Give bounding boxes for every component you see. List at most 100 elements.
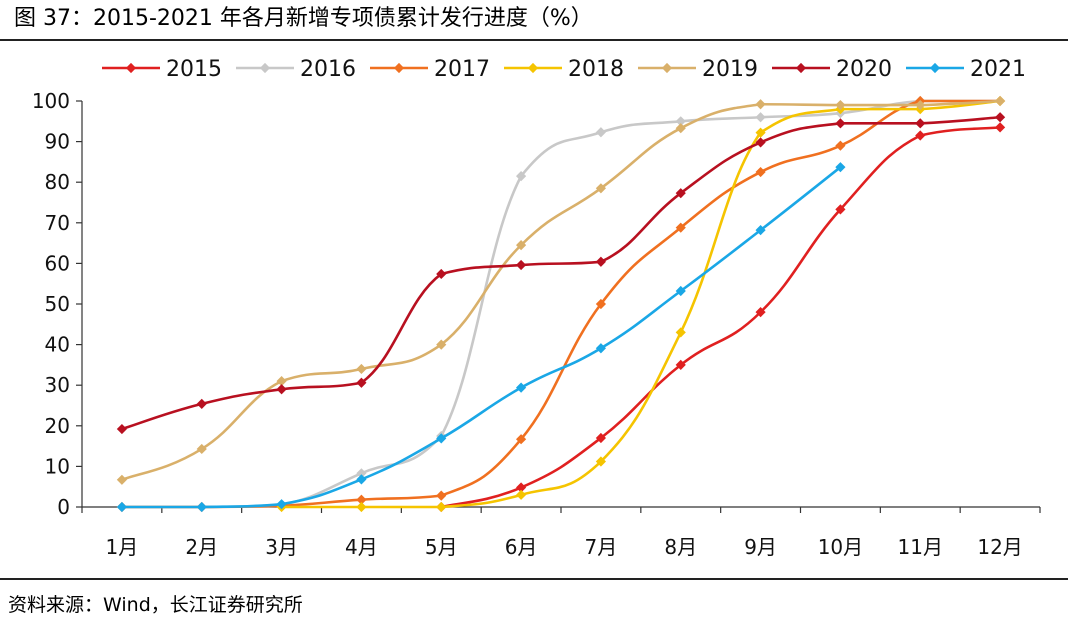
series-2015-point [755, 307, 766, 318]
series-2019-point [196, 443, 207, 455]
y-tick-label: 80 [45, 170, 70, 194]
y-tick-label: 20 [45, 414, 70, 438]
series-2018 [276, 95, 1006, 513]
x-tick-label: 5月 [425, 535, 458, 559]
x-tick-label: 9月 [744, 535, 777, 559]
legend-item-2021: 2021 [906, 57, 1026, 82]
legend-swatch-marker [259, 62, 271, 74]
legend-swatch-marker [661, 62, 673, 74]
legend-item-2015: 2015 [102, 57, 222, 82]
legend-swatch-marker [125, 62, 137, 74]
series-2016 [116, 95, 1006, 513]
series-2016-point [595, 127, 607, 138]
series-2019-point [675, 123, 686, 134]
legend-label: 2019 [702, 57, 758, 82]
x-tick-label: 6月 [505, 535, 538, 559]
series-2021-point [835, 162, 846, 173]
legend-swatch-marker [795, 62, 807, 74]
x-tick-label: 1月 [106, 535, 139, 559]
series-2019-point [276, 376, 287, 387]
series-2016-point [356, 468, 367, 479]
series-2015-point [515, 482, 527, 493]
series-2020-point [276, 384, 287, 395]
x-tick-label: 2月 [185, 535, 218, 559]
legend-item-2016: 2016 [236, 57, 356, 82]
series-2018-point [436, 501, 447, 513]
series-2021-line [121, 166, 842, 509]
series-2017-line [121, 99, 1001, 509]
series-2020-point [436, 268, 447, 280]
series-2017-point [515, 434, 527, 445]
legend-item-2018: 2018 [504, 57, 624, 82]
figure-title: 图 37：2015-2021 年各月新增专项债累计发行进度（%） [14, 6, 593, 31]
x-tick-label: 10月 [818, 535, 863, 559]
series-2019-point [116, 474, 128, 485]
y-tick-label: 70 [45, 211, 70, 235]
series-layer [116, 95, 1006, 513]
x-tick-label: 4月 [345, 535, 378, 559]
series-2019-point [835, 99, 846, 111]
x-tick-label: 7月 [585, 535, 618, 559]
series-2015-point [915, 130, 926, 141]
series-2017-point [835, 140, 846, 151]
y-tick-label: 0 [57, 495, 70, 519]
series-2016-line [121, 99, 1001, 509]
y-tick-label: 50 [45, 292, 70, 316]
top-divider [0, 39, 1068, 41]
series-2020-point [994, 112, 1006, 123]
series-2021-point [276, 499, 287, 510]
legend-label: 2018 [568, 57, 624, 82]
series-2020-point [196, 398, 207, 409]
series-2020-point [116, 423, 128, 435]
series-2020-point [356, 377, 367, 388]
legend-label: 2021 [970, 57, 1026, 82]
series-2020-point [915, 118, 926, 129]
tick-labels: 0 10 20 30 40 50 60 70 80 90 100 1月 2月 3月 4月 5月 6月 7月 8月 9月… [32, 89, 1023, 559]
y-tick-label: 40 [45, 333, 70, 357]
y-tick-label: 30 [45, 373, 70, 397]
legend-label: 2017 [434, 57, 490, 82]
source-note: 资料来源：Wind，长江证券研究所 [8, 594, 303, 616]
series-2021-point [356, 474, 367, 485]
series-2017-point [755, 166, 766, 178]
legend-swatch-marker [393, 62, 405, 74]
series-2017-point [436, 490, 447, 501]
series-2021-point [116, 501, 128, 513]
axes [76, 100, 1041, 513]
series-2019-point [436, 339, 447, 350]
y-tick-label: 10 [45, 454, 70, 478]
y-tick-label: 90 [45, 130, 70, 154]
legend-item-2020: 2020 [772, 57, 892, 82]
legend-label: 2016 [300, 57, 356, 82]
legend-label: 2015 [166, 57, 222, 82]
series-2020-point [595, 256, 607, 267]
series-2017 [116, 95, 1006, 513]
series-2019-line [121, 99, 1001, 482]
legend-swatch-marker [929, 62, 941, 74]
legend-swatch-marker [527, 62, 539, 74]
series-2016-point [755, 112, 766, 123]
series-2015-point [675, 359, 686, 370]
series-2021-point [675, 285, 686, 297]
x-tick-label: 12月 [977, 535, 1022, 559]
legend-item-2017: 2017 [370, 57, 490, 82]
series-2015-line [440, 126, 1001, 509]
series-2021 [116, 162, 846, 513]
series-2015-point [835, 204, 846, 215]
series-2018-point [356, 501, 367, 513]
series-2021-point [515, 382, 527, 393]
series-2021-point [436, 433, 447, 444]
series-2020 [116, 112, 1006, 435]
series-2018-point [675, 327, 686, 338]
series-2019-point [595, 183, 607, 194]
x-tick-label: 8月 [664, 535, 697, 559]
series-2019 [116, 95, 1006, 485]
series-2020-point [515, 259, 527, 271]
series-2019-point [356, 363, 367, 375]
series-2020-point [835, 118, 846, 129]
series-2019-point [994, 95, 1006, 107]
line-chart: 2015 2016 2017 2018 2019 2020 2021 0 10 20 30 40 50… [32, 57, 1041, 559]
y-tick-label: 60 [45, 251, 70, 275]
series-2019-point [755, 99, 766, 110]
bottom-divider [0, 578, 1068, 580]
